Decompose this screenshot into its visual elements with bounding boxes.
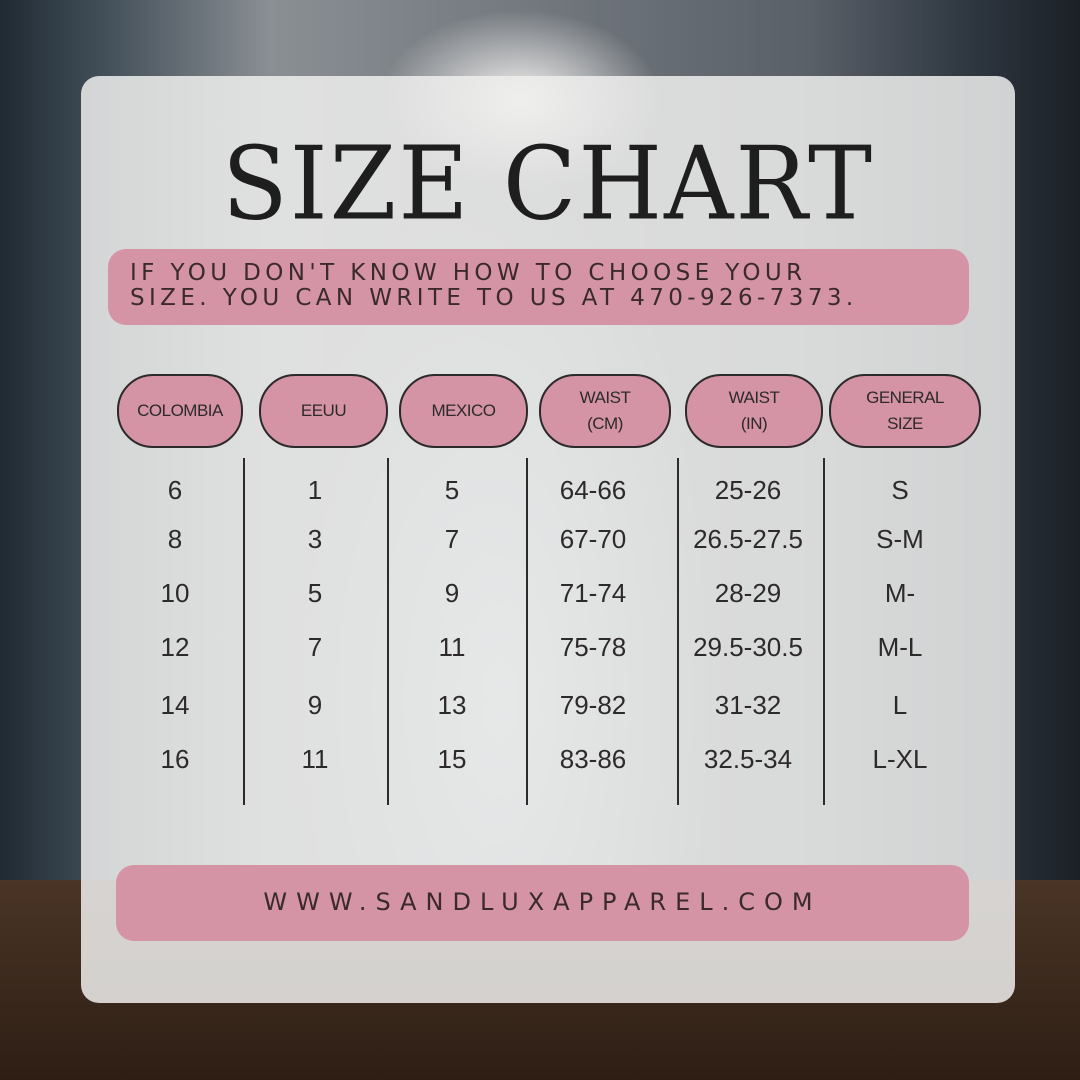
cell-waist-in: 31-32 bbox=[714, 690, 782, 720]
cell-colombia: 8 bbox=[167, 524, 183, 554]
cell-waist-in: 29.5-30.5 bbox=[693, 632, 803, 662]
column-divider bbox=[387, 458, 389, 805]
cell-colombia: 14 bbox=[160, 690, 190, 720]
cell-waist-cm: 71-74 bbox=[559, 578, 627, 608]
cell-mexico: 15 bbox=[437, 744, 467, 774]
cell-colombia: 6 bbox=[167, 475, 183, 505]
cell-mexico: 11 bbox=[438, 632, 466, 662]
cell-waist-in: 28-29 bbox=[714, 578, 782, 608]
header-eeuu: EEUU bbox=[259, 374, 388, 448]
cell-eeuu: 9 bbox=[307, 690, 323, 720]
column-divider bbox=[243, 458, 245, 805]
cell-waist-cm: 79-82 bbox=[559, 690, 627, 720]
cell-waist-cm: 64-66 bbox=[559, 475, 627, 505]
cell-mexico: 5 bbox=[444, 475, 460, 505]
cell-colombia: 12 bbox=[160, 632, 190, 662]
cell-general-size: S bbox=[891, 475, 909, 505]
cell-waist-cm: 67-70 bbox=[559, 524, 627, 554]
contact-info-text: IF YOU DON'T KNOW HOW TO CHOOSE YOUR SIZ… bbox=[130, 260, 858, 311]
cell-mexico: 7 bbox=[444, 524, 460, 554]
cell-waist-in: 26.5-27.5 bbox=[693, 524, 803, 554]
cell-waist-in: 25-26 bbox=[714, 475, 782, 505]
size-chart-panel bbox=[81, 76, 1015, 1003]
cell-mexico: 9 bbox=[444, 578, 460, 608]
header-colombia: COLOMBIA bbox=[117, 374, 243, 448]
cell-eeuu: 3 bbox=[307, 524, 323, 554]
cell-general-size: L-XL bbox=[872, 744, 928, 774]
page-title: SIZE CHART bbox=[221, 125, 875, 243]
column-divider bbox=[677, 458, 679, 805]
website-url: WWW.SANDLUXAPPAREL.COM bbox=[263, 888, 822, 916]
header-mexico: MEXICO bbox=[399, 374, 528, 448]
cell-colombia: 16 bbox=[160, 744, 190, 774]
contact-info-banner: IF YOU DON'T KNOW HOW TO CHOOSE YOUR SIZ… bbox=[108, 249, 969, 325]
cell-waist-cm: 75-78 bbox=[559, 632, 627, 662]
cell-eeuu: 5 bbox=[307, 578, 323, 608]
header-general-size: GENERAL SIZE bbox=[829, 374, 981, 448]
cell-general-size: S-M bbox=[876, 524, 924, 554]
header-waist-in: WAIST (IN) bbox=[685, 374, 823, 448]
cell-general-size: L bbox=[892, 690, 908, 720]
header-waist-cm: WAIST (CM) bbox=[539, 374, 671, 448]
cell-general-size: M-L bbox=[877, 632, 923, 662]
cell-waist-cm: 83-86 bbox=[559, 744, 627, 774]
cell-eeuu: 11 bbox=[301, 744, 329, 774]
website-banner: WWW.SANDLUXAPPAREL.COM bbox=[116, 865, 969, 941]
cell-eeuu: 1 bbox=[307, 475, 323, 505]
cell-general-size: M- bbox=[884, 578, 916, 608]
column-divider bbox=[526, 458, 528, 805]
column-divider bbox=[823, 458, 825, 805]
cell-eeuu: 7 bbox=[307, 632, 323, 662]
cell-waist-in: 32.5-34 bbox=[703, 744, 793, 774]
cell-colombia: 10 bbox=[160, 578, 190, 608]
cell-mexico: 13 bbox=[437, 690, 467, 720]
